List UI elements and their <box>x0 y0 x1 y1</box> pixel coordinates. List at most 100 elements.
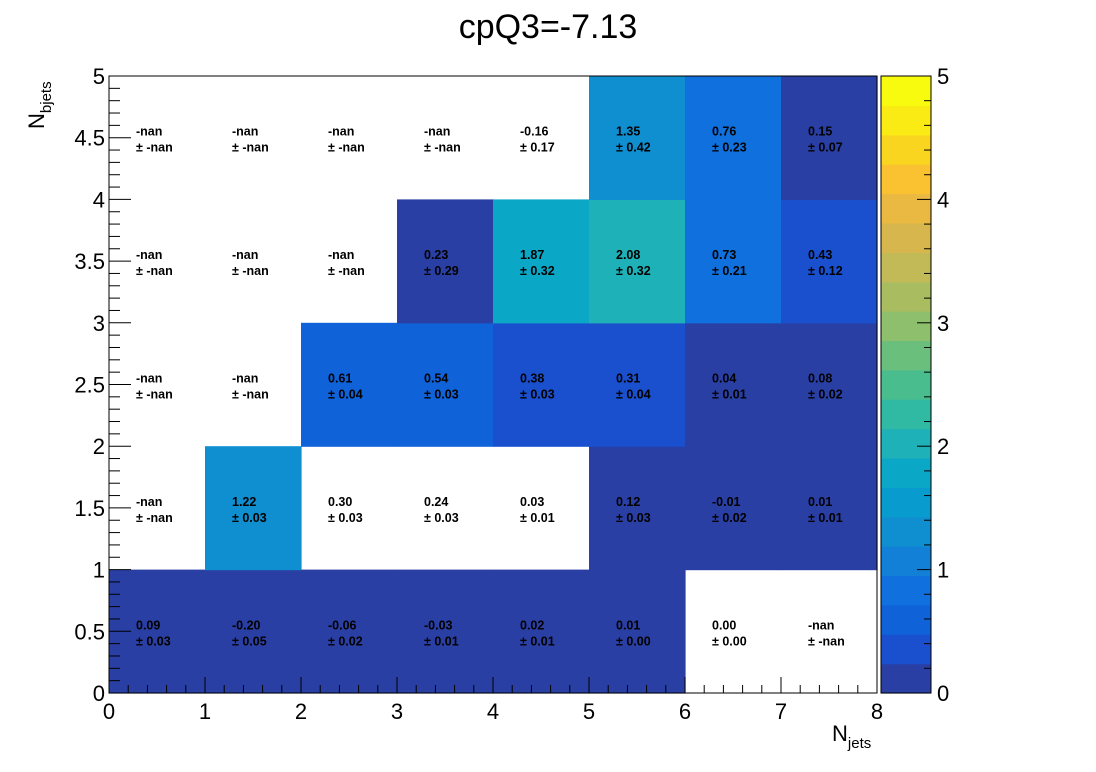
cell-error-label: ± 0.03 <box>424 388 459 402</box>
colorbar-segment <box>881 575 931 606</box>
cell-value-label: 0.01 <box>808 495 832 509</box>
x-axis-label-subscript: jets <box>847 735 871 752</box>
cell-value-label: -nan <box>136 248 162 262</box>
cell-value-label: 1.22 <box>232 495 256 509</box>
heatmap-cell <box>493 322 590 447</box>
colorbar-tick-label: 5 <box>937 64 949 89</box>
cell-value-label: 1.35 <box>616 125 640 139</box>
cell-value-label: 0.01 <box>616 618 640 632</box>
cell-value-label: 0.02 <box>520 618 544 632</box>
y-tick-label: 2 <box>93 434 105 459</box>
y-axis-label: Nbjets <box>24 81 55 129</box>
cell-value-label: -nan <box>232 125 258 139</box>
cell-error-label: ± 0.01 <box>712 388 747 402</box>
cell-value-label: -nan <box>136 125 162 139</box>
heatmap-cell <box>781 199 878 324</box>
cell-error-label: ± 0.23 <box>712 141 747 155</box>
heatmap-cell <box>397 569 494 694</box>
colorbar-segment <box>881 634 931 665</box>
heatmap-cell <box>589 569 686 694</box>
colorbar <box>881 76 931 694</box>
colorbar-segment <box>881 369 931 400</box>
colorbar-segment <box>881 134 931 165</box>
cell-value-label: 0.08 <box>808 372 832 386</box>
colorbar-segment <box>881 164 931 195</box>
cell-value-label: 0.23 <box>424 248 448 262</box>
cell-value-label: -nan <box>232 248 258 262</box>
y-axis-ticks <box>109 75 131 694</box>
cell-value-label: 0.54 <box>424 372 448 386</box>
y-tick-label: 3.5 <box>74 249 105 274</box>
cell-error-label: ± 0.02 <box>328 634 363 648</box>
colorbar-segment <box>881 311 931 342</box>
heatmap-cell <box>781 446 878 571</box>
cell-error-label: ± 0.00 <box>616 634 651 648</box>
cell-value-label: -0.03 <box>424 618 453 632</box>
y-tick-label: 5 <box>93 64 105 89</box>
cell-value-label: 0.12 <box>616 495 640 509</box>
cell-error-label: ± -nan <box>136 141 173 155</box>
heatmap-cell <box>685 322 782 447</box>
cell-error-label: ± 0.01 <box>808 511 843 525</box>
heatmap-cell <box>301 322 398 447</box>
colorbar-tick-labels: 0 1 2 3 4 5 <box>937 64 949 706</box>
cell-value-label: -nan <box>808 618 834 632</box>
chart-title: cpQ3=-7.13 <box>459 8 638 46</box>
cell-value-label: 0.43 <box>808 248 832 262</box>
cell-error-label: ± 0.03 <box>328 511 363 525</box>
cell-error-label: ± -nan <box>328 141 365 155</box>
cell-error-label: ± 0.32 <box>520 264 555 278</box>
cell-error-label: ± -nan <box>232 388 269 402</box>
colorbar-segment <box>881 281 931 312</box>
y-tick-label: 1.5 <box>74 496 105 521</box>
x-tick-label: 2 <box>295 699 307 724</box>
x-tick-label: 8 <box>871 699 883 724</box>
heatmap-cell <box>589 76 686 200</box>
heatmap-cell <box>493 569 590 694</box>
cell-error-label: ± -nan <box>328 264 365 278</box>
colorbar-segment <box>881 516 931 547</box>
colorbar-tick-label: 0 <box>937 681 949 706</box>
heatmap-cell <box>685 76 782 200</box>
x-axis-tick-labels: 0 1 2 3 4 5 6 7 8 <box>103 699 883 724</box>
cell-error-label: ± -nan <box>136 264 173 278</box>
y-tick-label: 4.5 <box>74 126 105 151</box>
colorbar-segment <box>881 487 931 518</box>
cell-error-label: ± 0.01 <box>424 634 459 648</box>
x-tick-label: 4 <box>487 699 499 724</box>
colorbar-tick-label: 1 <box>937 558 949 583</box>
cell-error-label: ± 0.04 <box>328 388 363 402</box>
colorbar-segment <box>881 457 931 488</box>
cell-error-label: ± -nan <box>232 264 269 278</box>
cell-value-label: 0.73 <box>712 248 736 262</box>
y-tick-label: 4 <box>93 187 105 212</box>
heatmap-cell <box>685 199 782 324</box>
cell-value-label: -0.01 <box>712 495 741 509</box>
colorbar-segment <box>881 76 931 106</box>
cell-error-label: ± -nan <box>136 511 173 525</box>
x-tick-label: 6 <box>679 699 691 724</box>
cell-error-label: ± 0.17 <box>520 141 555 155</box>
cell-error-label: ± 0.02 <box>808 388 843 402</box>
colorbar-tick-label: 3 <box>937 311 949 336</box>
colorbar-tick-label: 2 <box>937 434 949 459</box>
cell-error-label: ± 0.03 <box>520 388 555 402</box>
cell-error-label: ± 0.01 <box>520 634 555 648</box>
heatmap-cell <box>685 446 782 571</box>
heatmap-cell <box>493 199 590 324</box>
cell-error-label: ± 0.12 <box>808 264 843 278</box>
heatmap-cell <box>589 446 686 571</box>
cell-value-label: 2.08 <box>616 248 640 262</box>
colorbar-segment <box>881 193 931 224</box>
cell-error-label: ± -nan <box>424 141 461 155</box>
cell-error-label: ± 0.03 <box>232 511 267 525</box>
heatmap-cell <box>589 199 686 324</box>
heatmap-cell <box>397 322 494 447</box>
y-tick-label: 0 <box>93 681 105 706</box>
cell-error-label: ± 0.03 <box>424 511 459 525</box>
heatmap-cell <box>205 446 302 571</box>
x-tick-label: 3 <box>391 699 403 724</box>
cell-error-label: ± -nan <box>808 634 845 648</box>
cell-error-label: ± 0.04 <box>616 388 651 402</box>
cell-value-label: 0.03 <box>520 495 544 509</box>
